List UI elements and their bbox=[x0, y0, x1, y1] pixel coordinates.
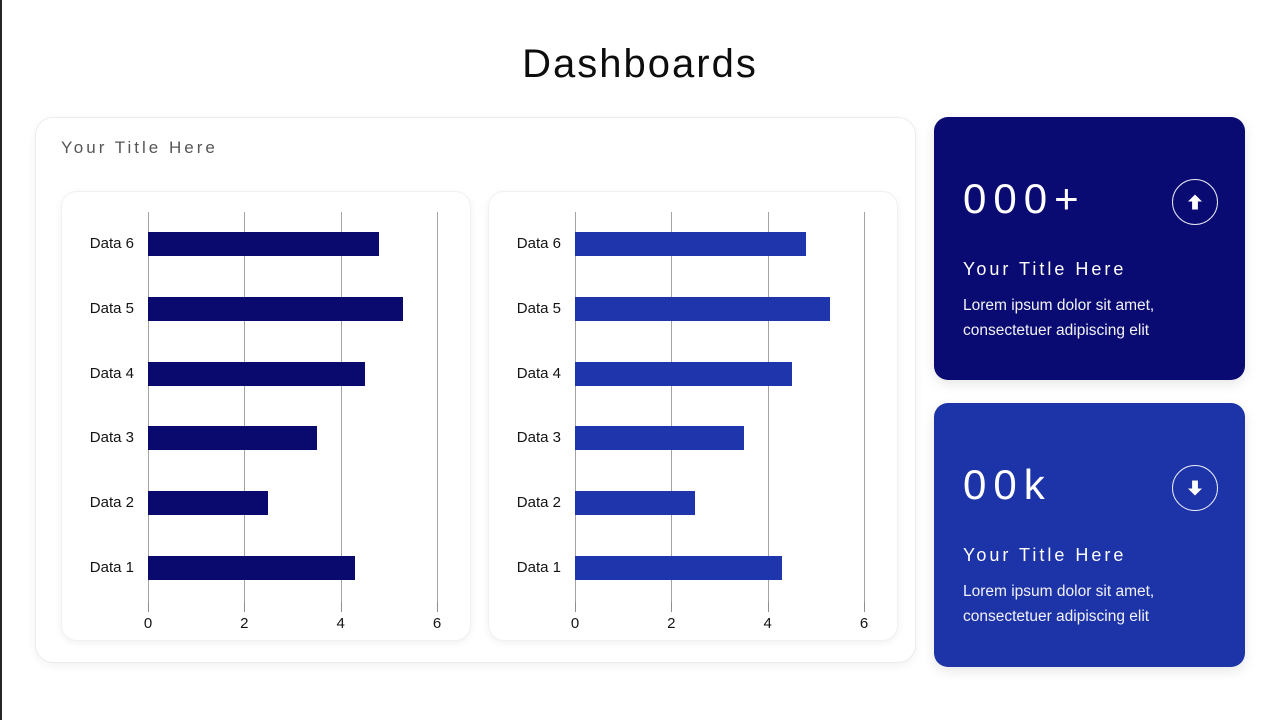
category-label: Data 1 bbox=[516, 559, 561, 576]
x-axis-tick-label: 0 bbox=[570, 615, 580, 632]
chart-gridline bbox=[437, 212, 438, 602]
x-axis-tick-label: 6 bbox=[432, 615, 442, 632]
bar bbox=[148, 556, 356, 580]
bar bbox=[575, 426, 744, 451]
bar bbox=[148, 296, 404, 321]
chart-gridline bbox=[340, 212, 342, 602]
bar bbox=[148, 232, 380, 256]
chart-gridline bbox=[671, 212, 673, 602]
category-label: Data 2 bbox=[516, 494, 561, 512]
stat-description: Lorem ipsum dolor sit amet, consectetuer… bbox=[963, 583, 1155, 625]
stat-title: Your Title Here bbox=[963, 259, 1127, 279]
axis-tick bbox=[575, 602, 576, 612]
bar bbox=[148, 426, 317, 451]
stat-value: 00k bbox=[963, 461, 1052, 508]
axis-tick bbox=[671, 602, 673, 612]
category-label: Data 5 bbox=[516, 299, 561, 317]
category-label: Data 5 bbox=[89, 299, 134, 317]
axis-tick bbox=[437, 602, 438, 612]
axis-tick bbox=[148, 602, 149, 612]
category-label: Data 4 bbox=[89, 364, 134, 382]
arrow-up-icon[interactable] bbox=[1172, 179, 1218, 225]
bar bbox=[575, 296, 831, 321]
arrow-down-icon[interactable] bbox=[1172, 465, 1218, 511]
charts-panel: Your Title Here 0 2 4 6 Data 6 Data 5 Data 4 Da… bbox=[35, 117, 916, 663]
stat-card-up: 000+ Your Title Here Lorem ipsum dolor s… bbox=[934, 117, 1245, 380]
category-label: Data 3 bbox=[89, 429, 134, 447]
x-axis-tick-label: 4 bbox=[336, 615, 345, 632]
bar bbox=[575, 491, 696, 516]
bar bbox=[148, 491, 269, 516]
chart-gridline bbox=[244, 212, 246, 602]
bar bbox=[575, 232, 807, 256]
page-title: Dashboards bbox=[522, 42, 758, 86]
bar bbox=[575, 361, 792, 386]
chart-gridline bbox=[767, 212, 769, 602]
bar-chart-blue: 0 2 4 6 Data 6 Data 5 Data 4 Data 3 Data 2 Data 1 bbox=[488, 191, 898, 641]
axis-tick bbox=[767, 602, 769, 612]
bar bbox=[148, 361, 365, 386]
category-label: Data 3 bbox=[516, 429, 561, 447]
chart-gridline bbox=[148, 212, 149, 602]
x-axis-tick-label: 6 bbox=[859, 615, 869, 632]
stat-value: 000+ bbox=[963, 175, 1086, 222]
chart-gridline bbox=[864, 212, 865, 602]
axis-tick bbox=[340, 602, 342, 612]
category-label: Data 4 bbox=[516, 364, 561, 382]
x-axis-tick-label: 2 bbox=[240, 615, 249, 632]
x-axis-tick-label: 2 bbox=[667, 615, 676, 632]
category-label: Data 6 bbox=[516, 235, 561, 252]
x-axis-tick-label: 0 bbox=[143, 615, 153, 632]
bar-chart-dark: 0 2 4 6 Data 6 Data 5 Data 4 Data 3 Data 2 Data 1 bbox=[61, 191, 471, 641]
axis-tick bbox=[864, 602, 865, 612]
category-label: Data 1 bbox=[89, 559, 134, 576]
bar bbox=[575, 556, 783, 580]
chart-gridline bbox=[575, 212, 576, 602]
stat-description: Lorem ipsum dolor sit amet, consectetuer… bbox=[963, 297, 1155, 339]
stat-card-down: 00k Your Title Here Lorem ipsum dolor si… bbox=[934, 403, 1245, 667]
category-label: Data 6 bbox=[89, 235, 134, 252]
category-label: Data 2 bbox=[89, 494, 134, 512]
slide-left-edge-divider bbox=[0, 0, 2, 720]
x-axis-tick-label: 4 bbox=[763, 615, 772, 632]
stat-title: Your Title Here bbox=[963, 545, 1127, 565]
charts-panel-title: Your Title Here bbox=[61, 138, 218, 157]
axis-tick bbox=[244, 602, 246, 612]
